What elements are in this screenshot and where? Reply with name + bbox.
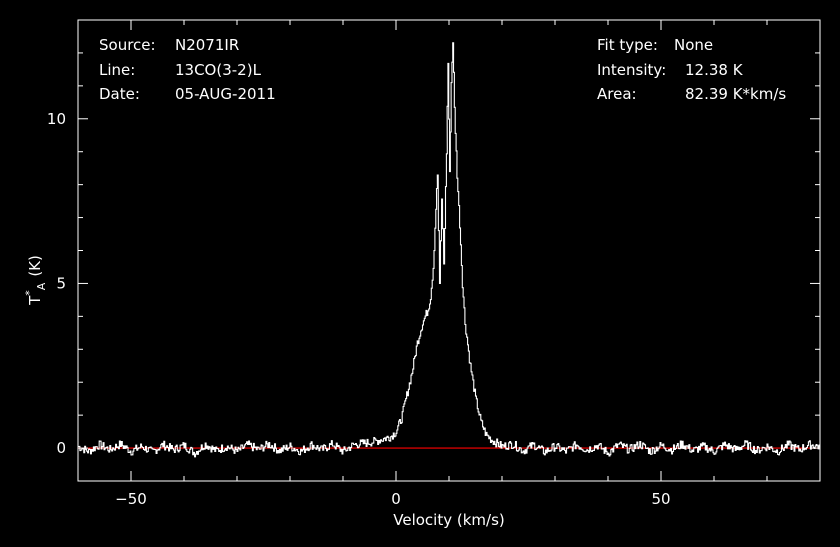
info-date-label: Date: [99,85,140,103]
info-source-label: Source: [99,36,156,54]
info-area-value: 82.39 K*km/s [685,85,786,103]
x-tick-label: 50 [651,490,670,508]
y-axis-label-main: T [26,295,44,306]
y-tick-label: 5 [56,274,66,292]
y-tick-label: 10 [47,110,66,128]
info-fit-type-label: Fit type: [597,36,658,54]
axis-ticks [77,19,821,482]
spectrum-line [78,42,821,458]
info-fit-type-value: None [674,36,713,54]
y-axis-label-sub: A [35,282,48,290]
x-tick-label: −50 [115,490,147,508]
x-tick-label: 0 [391,490,401,508]
info-line-value: 13CO(3-2)L [175,61,262,79]
info-source-value: N2071IR [175,36,239,54]
x-axis-label: Velocity (km/s) [393,511,504,529]
info-area-label: Area: [597,85,637,103]
info-intensity-value: 12.38 K [685,61,744,79]
y-axis-label-sup: * [23,290,36,296]
y-tick-label: 0 [56,439,66,457]
x-tick-labels: −50 0 50 [115,490,670,508]
y-axis-label-unit: (K) [26,255,44,277]
info-intensity-label: Intensity: [597,61,666,79]
info-line-label: Line: [99,61,135,79]
info-block-right: Fit type: None Intensity: 12.38 K Area: … [597,36,786,103]
info-date-value: 05-AUG-2011 [175,85,276,103]
y-tick-labels: 0 5 10 [47,110,66,457]
info-block-left: Source: N2071IR Line: 13CO(3-2)L Date: 0… [99,36,276,103]
y-axis-label: T*A (K) [23,255,48,306]
